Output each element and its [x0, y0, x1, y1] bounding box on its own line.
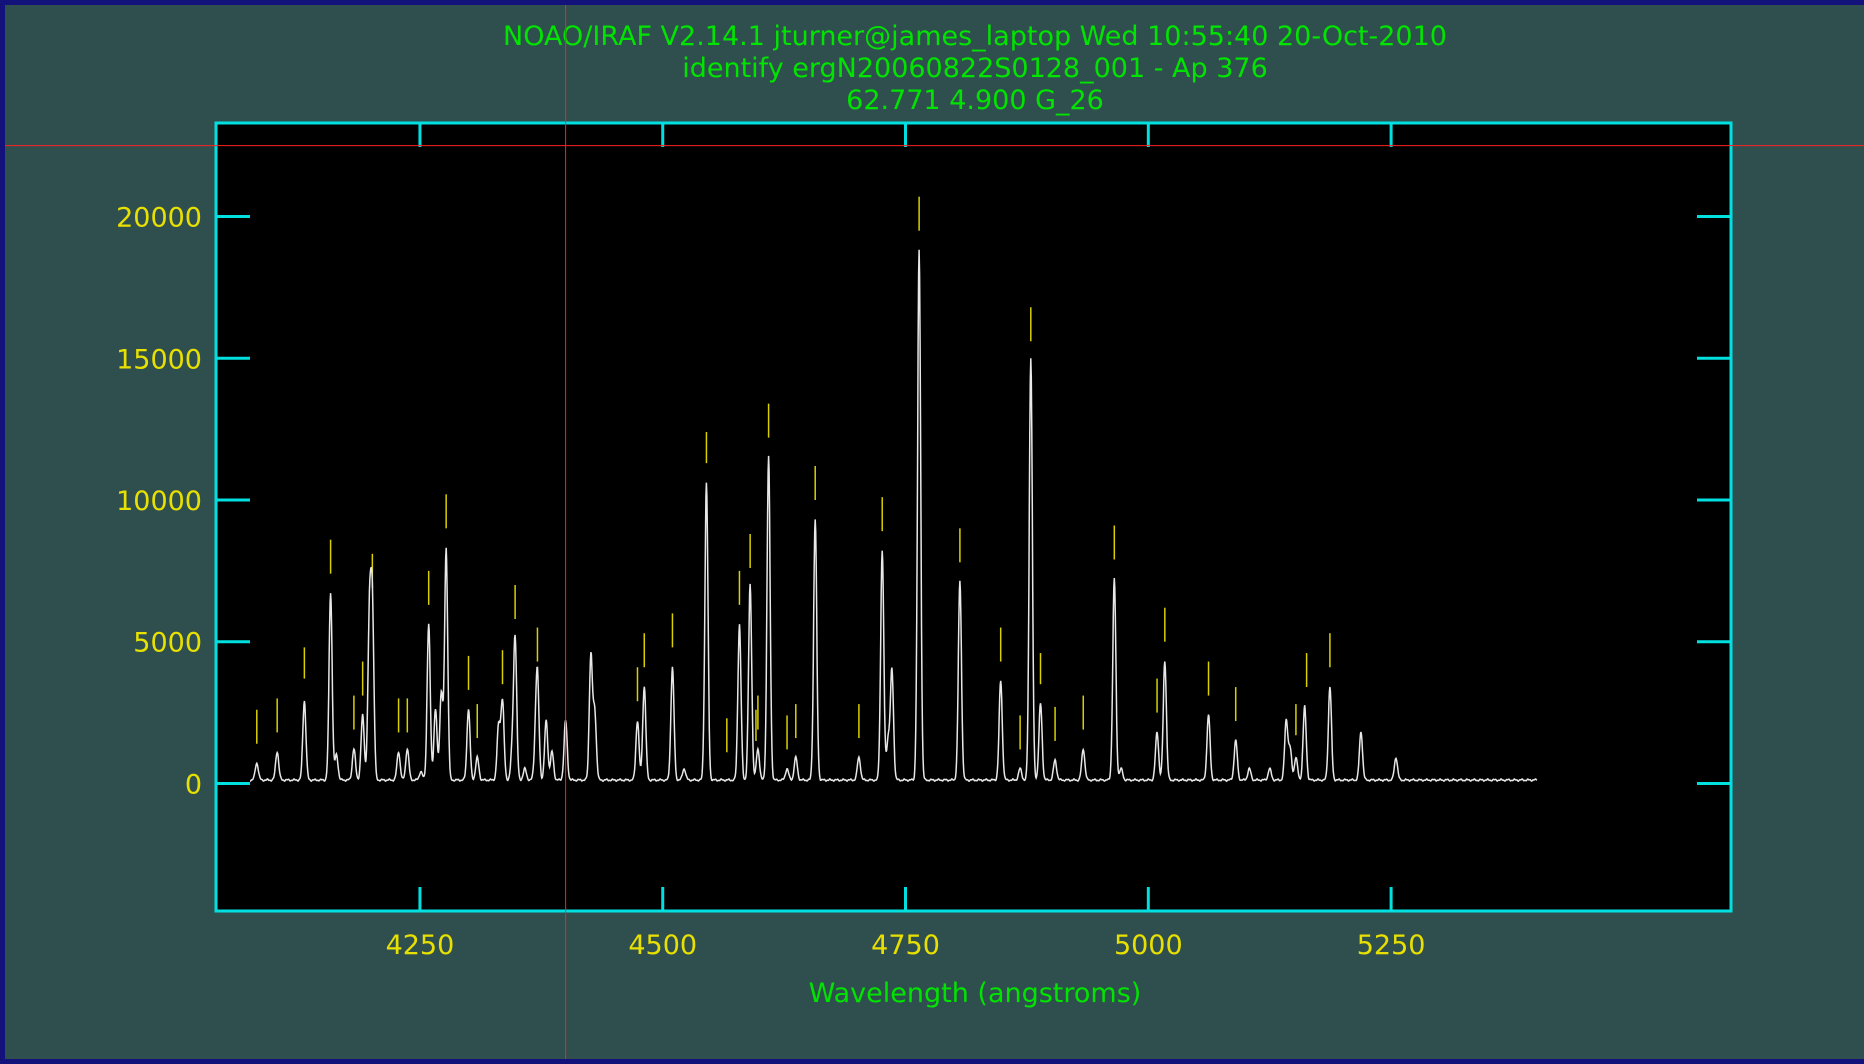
- axes: 4250 4500 4750 5000 5250 0 5000 10000 15000 20000: [116, 123, 1731, 961]
- spectrum-plot[interactable]: NOAO/IRAF V2.14.1 jturner@james_laptop W…: [5, 5, 1864, 1059]
- y-tick-label: 0: [185, 769, 202, 800]
- plot-area[interactable]: [216, 123, 1731, 911]
- x-tick-label: 4250: [386, 930, 455, 961]
- x-tick-label: 5250: [1357, 930, 1426, 961]
- iraf-graphics-window[interactable]: NOAO/IRAF V2.14.1 jturner@james_laptop W…: [5, 5, 1864, 1059]
- x-tick-label: 5000: [1114, 930, 1183, 961]
- y-tick-label: 15000: [116, 344, 202, 375]
- line-marks-group: [256, 196, 1331, 753]
- y-tick-label: 5000: [133, 628, 202, 659]
- header-line-2: identify ergN20060822S0128_001 - Ap 376: [682, 53, 1268, 84]
- x-axis-label: Wavelength (angstroms): [809, 978, 1142, 1009]
- header-line-3: 62.771 4.900 G_26: [846, 85, 1104, 116]
- spectrum-line: [249, 249, 1538, 783]
- x-tick-label: 4750: [871, 930, 940, 961]
- plot-frame: [214, 121, 1733, 913]
- header-line-1: NOAO/IRAF V2.14.1 jturner@james_laptop W…: [503, 21, 1447, 52]
- y-tick-label: 10000: [116, 486, 202, 517]
- crosshair-cursor: [5, 5, 1864, 1059]
- x-tick-label: 4500: [628, 930, 697, 961]
- y-tick-label: 20000: [116, 203, 202, 234]
